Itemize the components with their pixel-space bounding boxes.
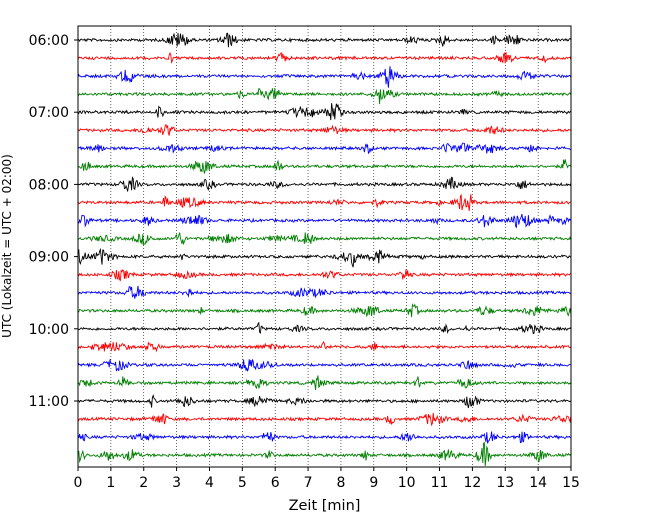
trace-line: [77, 232, 572, 246]
trace-line: [77, 394, 572, 409]
trace-line: [77, 51, 572, 64]
y-tick-label: 10:00: [29, 322, 69, 338]
trace-line: [77, 247, 572, 268]
y-tick-label: 08:00: [29, 177, 69, 193]
x-axis-label: Zeit [min]: [289, 498, 361, 514]
trace-line: [77, 66, 572, 88]
trace-line: [77, 193, 571, 212]
x-tick-label: 6: [271, 475, 280, 491]
y-tick-label: 07:00: [29, 105, 69, 121]
trace-line: [77, 269, 572, 282]
trace-line: [77, 142, 571, 155]
y-tick-label: 11:00: [29, 394, 69, 410]
trace-line: [77, 340, 572, 353]
trace-line: [77, 123, 572, 136]
x-tick-label: 15: [562, 475, 580, 491]
trace-line: [77, 213, 572, 229]
trace-line: [77, 285, 571, 299]
x-tick-label: 14: [529, 475, 547, 491]
x-tick-label: 7: [304, 475, 313, 491]
trace-line: [77, 441, 572, 466]
y-tick-label: 09:00: [29, 250, 69, 266]
trace-line: [77, 103, 572, 121]
trace-line: [77, 159, 572, 174]
trace-line: [77, 412, 572, 427]
y-axis-ticks: 06:00 07:00 08:00 09:00 10:00 11:00: [29, 33, 78, 410]
x-tick-label: 13: [496, 475, 514, 491]
x-axis-ticks: 0 1 2 3 4 5 6 7 8 9 10 11 12 13 14 15: [74, 467, 580, 491]
x-tick-label: 12: [463, 475, 481, 491]
x-tick-label: 1: [106, 475, 115, 491]
trace-line: [77, 359, 571, 372]
x-tick-label: 5: [238, 475, 247, 491]
trace-line: [77, 321, 572, 335]
trace-line: [77, 303, 572, 318]
x-tick-label: 4: [205, 475, 214, 491]
x-tick-label: 10: [398, 475, 416, 491]
x-tick-label: 3: [172, 475, 181, 491]
y-tick-label: 06:00: [29, 33, 69, 49]
x-tick-label: 9: [369, 475, 378, 491]
x-tick-label: 8: [336, 475, 345, 491]
x-tick-label: 2: [139, 475, 148, 491]
trace-line: [77, 88, 572, 105]
x-tick-label: 11: [431, 475, 449, 491]
plot-frame: [77, 25, 572, 468]
trace-line: [77, 375, 572, 391]
trace-line: [77, 176, 572, 192]
seismogram-traces: [77, 32, 572, 466]
trace-line: [77, 32, 572, 48]
y-axis-label: UTC (Lokalzeit = UTC + 02:00): [0, 154, 14, 338]
x-tick-label: 0: [74, 475, 83, 491]
trace-line: [77, 431, 572, 444]
